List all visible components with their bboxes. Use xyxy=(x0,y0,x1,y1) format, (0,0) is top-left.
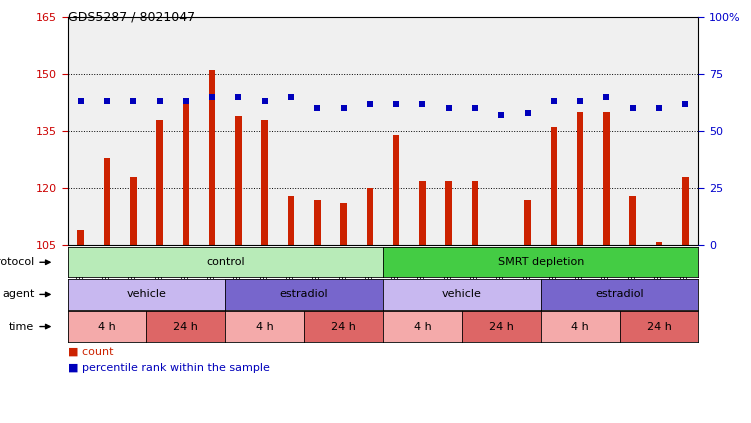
Text: GDS5287 / 8021047: GDS5287 / 8021047 xyxy=(68,11,195,24)
Text: estradiol: estradiol xyxy=(596,289,644,299)
Point xyxy=(391,100,403,107)
Point xyxy=(180,98,192,105)
Point xyxy=(233,93,245,100)
Bar xyxy=(130,177,137,245)
Bar xyxy=(366,188,373,245)
Point xyxy=(128,98,140,105)
Point xyxy=(496,112,508,118)
Point xyxy=(258,98,271,105)
Bar xyxy=(156,120,163,245)
Bar xyxy=(182,104,189,245)
Bar xyxy=(340,203,347,245)
Point xyxy=(626,105,638,112)
Point xyxy=(548,98,560,105)
Point xyxy=(575,98,587,105)
Bar xyxy=(656,242,662,245)
Text: estradiol: estradiol xyxy=(280,289,328,299)
Bar xyxy=(104,158,110,245)
Point xyxy=(338,105,350,112)
Bar xyxy=(524,200,531,245)
Bar xyxy=(603,112,610,245)
Text: ■ percentile rank within the sample: ■ percentile rank within the sample xyxy=(68,363,270,373)
Text: ■ count: ■ count xyxy=(68,346,113,357)
Bar xyxy=(445,181,452,245)
Point xyxy=(154,98,166,105)
Point xyxy=(364,100,376,107)
Bar xyxy=(235,116,242,245)
Point xyxy=(469,105,481,112)
Bar xyxy=(472,181,478,245)
Text: 4 h: 4 h xyxy=(414,321,431,332)
Point xyxy=(416,100,428,107)
Text: 24 h: 24 h xyxy=(489,321,514,332)
Point xyxy=(75,98,87,105)
Bar xyxy=(550,127,557,245)
Text: time: time xyxy=(9,321,35,332)
Text: vehicle: vehicle xyxy=(442,289,482,299)
Bar xyxy=(629,196,636,245)
Bar xyxy=(77,230,84,245)
Bar xyxy=(209,70,216,245)
Text: control: control xyxy=(206,257,245,267)
Text: vehicle: vehicle xyxy=(126,289,167,299)
Point xyxy=(101,98,113,105)
Text: 24 h: 24 h xyxy=(173,321,198,332)
Point xyxy=(653,105,665,112)
Text: 24 h: 24 h xyxy=(331,321,356,332)
Text: 24 h: 24 h xyxy=(647,321,671,332)
Point xyxy=(312,105,324,112)
Bar xyxy=(261,120,268,245)
Bar xyxy=(314,200,321,245)
Point xyxy=(443,105,455,112)
Text: SMRT depletion: SMRT depletion xyxy=(497,257,584,267)
Bar xyxy=(288,196,294,245)
Point xyxy=(601,93,613,100)
Bar xyxy=(682,177,689,245)
Bar xyxy=(577,112,584,245)
Point xyxy=(285,93,297,100)
Point xyxy=(206,93,219,100)
Text: 4 h: 4 h xyxy=(572,321,589,332)
Point xyxy=(521,110,533,116)
Text: protocol: protocol xyxy=(0,257,35,267)
Point xyxy=(679,100,691,107)
Bar xyxy=(393,135,400,245)
Text: 4 h: 4 h xyxy=(256,321,273,332)
Text: 4 h: 4 h xyxy=(98,321,116,332)
Bar xyxy=(419,181,426,245)
Text: agent: agent xyxy=(2,289,35,299)
